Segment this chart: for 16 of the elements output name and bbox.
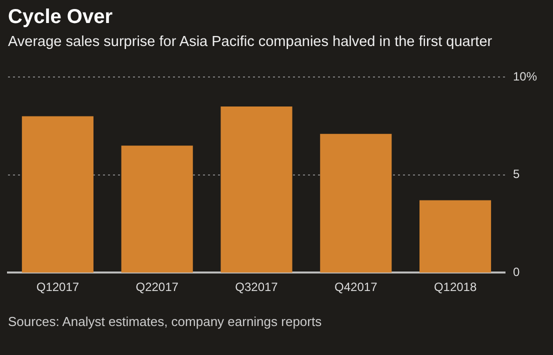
bar bbox=[220, 106, 292, 273]
source-note: Sources: Analyst estimates, company earnings reports bbox=[8, 314, 322, 329]
bar bbox=[420, 200, 492, 273]
y-tick-label: 5 bbox=[512, 167, 520, 182]
chart-subtitle: Average sales surprise for Asia Pacific companies halved in the first quarter bbox=[8, 34, 492, 50]
x-tick-label: Q42017 bbox=[334, 280, 378, 294]
bar bbox=[121, 146, 193, 273]
x-tick-label: Q32017 bbox=[235, 280, 278, 294]
x-tick-label: Q22017 bbox=[136, 280, 179, 294]
chart-title: Cycle Over bbox=[8, 6, 113, 29]
y-tick-label: 0 bbox=[512, 264, 520, 279]
x-tick-label: Q12018 bbox=[434, 280, 477, 294]
y-tick-label: 10% bbox=[512, 70, 538, 84]
bar bbox=[320, 134, 392, 273]
bar bbox=[22, 116, 94, 273]
x-tick-label: Q12017 bbox=[36, 280, 80, 294]
